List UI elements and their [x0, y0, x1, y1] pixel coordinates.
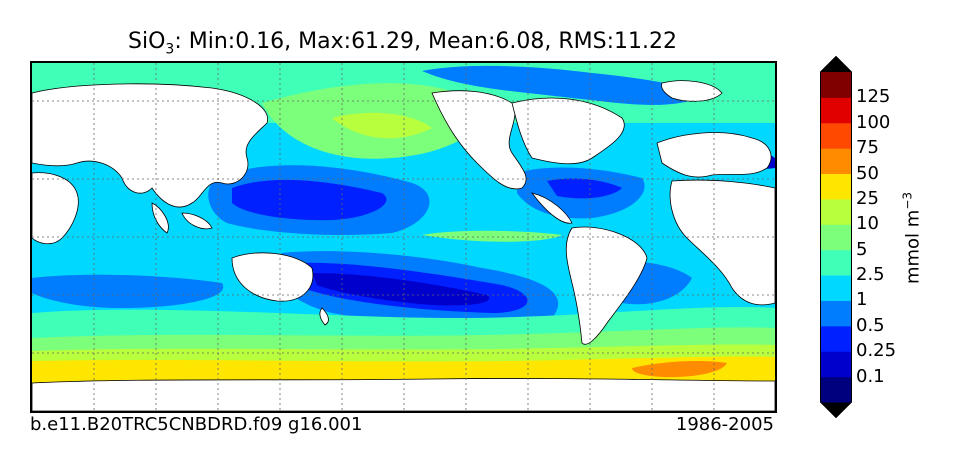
australia-land: [231, 252, 314, 302]
units-label: mmol m−3: [901, 192, 924, 284]
africa-west-land: [669, 179, 775, 306]
colorbar-swatch: [820, 351, 852, 378]
colorbar-swatch: [820, 173, 852, 200]
africa-east-land: [32, 172, 79, 245]
se-asia-land: [151, 202, 169, 234]
colorbar-swatch: [820, 72, 852, 98]
period-label: 1986-2005: [675, 414, 774, 435]
colorbar-extend-low: [820, 402, 852, 418]
north-america-east-land: [511, 97, 625, 165]
colorbar-tick-label: 5: [856, 238, 868, 260]
run-id-label: b.e11.B20TRC5CNBDRD.f09 g16.001: [30, 414, 363, 435]
north-atlantic-gyre-0.25-0.5: [547, 178, 622, 199]
colorbar-swatch: [820, 198, 852, 225]
colorbar-swatch: [820, 275, 852, 301]
colorbar-tick-label: 0.1: [856, 365, 885, 387]
title-species: SiO: [128, 29, 166, 54]
colorbar-extend-high: [820, 56, 852, 72]
map-panel: [30, 61, 777, 413]
silicate-map: [32, 63, 775, 411]
south-america-land: [565, 226, 648, 345]
colorbar-swatch: [820, 122, 852, 149]
central-america-land: [531, 192, 573, 224]
equatorial-pacific-5-10: [422, 230, 562, 242]
units-base: mmol m: [902, 209, 924, 285]
title-stats: : Min:0.16, Max:61.29, Mean:6.08, RMS:11…: [174, 29, 677, 54]
colorbar-tick-label: 50: [856, 162, 879, 184]
arctic-low-patch: [422, 65, 712, 105]
colorbar-tick-label: 1: [856, 289, 868, 311]
units-exponent: −3: [900, 191, 915, 210]
colorbar: [820, 56, 852, 418]
colorbar-swatch: [820, 224, 852, 251]
colorbar-tick-label: 0.25: [856, 340, 897, 362]
graticule: [32, 63, 775, 411]
north-pacific-10-25: [332, 112, 432, 139]
new-zealand-land: [319, 307, 329, 326]
colorbar-swatch: [820, 376, 852, 403]
indonesia-land: [181, 212, 213, 230]
colorbar-swatch: [820, 249, 852, 276]
south-indian-gyre: [32, 274, 224, 308]
colorbar-swatch: [820, 325, 852, 352]
colorbar-tick-label: 125: [856, 86, 891, 108]
southern-ocean-50-75: [632, 360, 727, 378]
north-america-west-land: [431, 90, 527, 190]
north-pacific-gyre-0.25-0.5: [232, 179, 387, 221]
colorbar-swatch: [820, 97, 852, 124]
colorbar-outline: [820, 56, 852, 418]
colorbar-tick-label: 25: [856, 187, 879, 209]
eurasia-land: [32, 83, 268, 208]
colorbar-tick-label: 100: [856, 111, 891, 133]
colorbar-tick-label: 2.5: [856, 264, 885, 286]
colorbar-tick-label: 10: [856, 213, 879, 235]
colorbar-tick-label: 75: [856, 137, 879, 159]
antarctica-land: [32, 378, 775, 411]
colorbar-tick-label: 0.5: [856, 314, 885, 336]
colorbar-swatch: [820, 300, 852, 327]
land-masses: [32, 80, 775, 411]
page-title: SiO3: Min:0.16, Max:61.29, Mean:6.08, RM…: [30, 28, 775, 63]
south-pacific-gyre-0.1-0.25: [312, 273, 490, 306]
title-subscript: 3: [165, 41, 175, 58]
colorbar-swatch: [820, 148, 852, 175]
